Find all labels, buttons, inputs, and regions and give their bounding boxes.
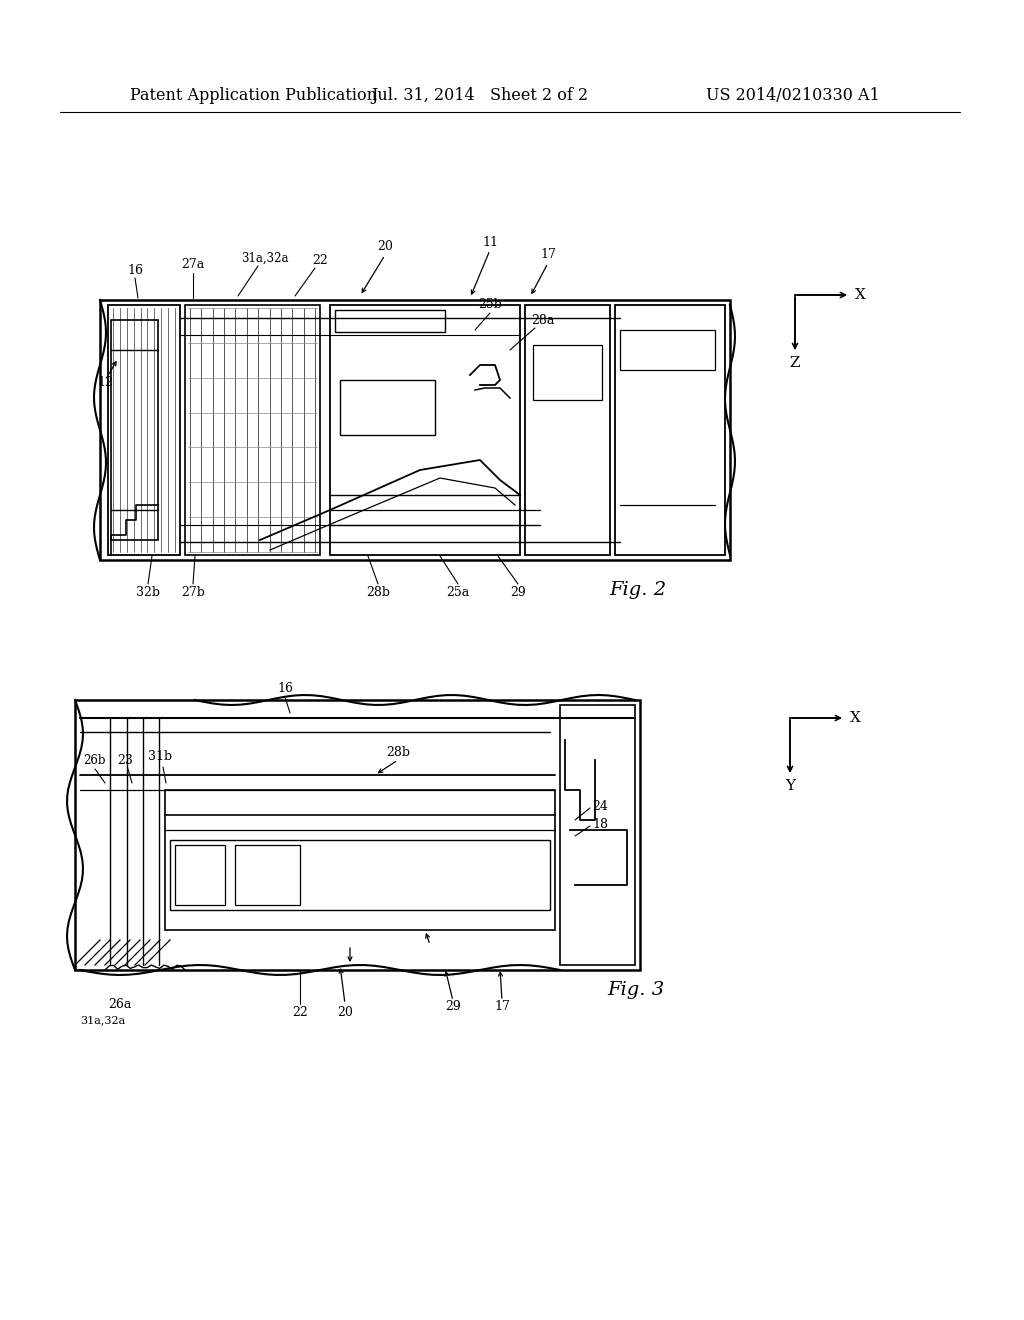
Text: Z: Z — [790, 356, 800, 370]
Bar — [615, 305, 725, 554]
Bar — [620, 330, 715, 370]
Text: 31b: 31b — [147, 751, 172, 763]
Bar — [108, 305, 180, 554]
Text: 31a,32a: 31a,32a — [242, 252, 289, 264]
Text: 24: 24 — [592, 800, 608, 813]
Text: 28b: 28b — [386, 746, 410, 759]
Text: 22: 22 — [312, 253, 328, 267]
Bar — [525, 305, 610, 554]
Text: 28a: 28a — [531, 314, 555, 326]
Bar — [330, 305, 520, 554]
Text: 25a: 25a — [446, 586, 470, 598]
Bar — [111, 319, 158, 540]
Bar — [234, 845, 300, 906]
Bar — [534, 345, 602, 400]
Text: 27a: 27a — [181, 259, 205, 272]
Bar — [185, 305, 319, 554]
Text: Jul. 31, 2014   Sheet 2 of 2: Jul. 31, 2014 Sheet 2 of 2 — [372, 87, 589, 103]
Text: Fig. 2: Fig. 2 — [609, 581, 667, 599]
Bar — [170, 840, 550, 909]
Text: 16: 16 — [127, 264, 143, 276]
Text: Patent Application Publication: Patent Application Publication — [130, 87, 377, 103]
Text: 16: 16 — [278, 681, 293, 694]
Text: 29: 29 — [445, 1001, 461, 1014]
Text: 22: 22 — [292, 1006, 308, 1019]
Bar — [340, 380, 435, 436]
Text: 11: 11 — [482, 235, 498, 248]
Bar — [175, 845, 225, 906]
Bar — [75, 700, 640, 970]
Text: Fig. 3: Fig. 3 — [607, 981, 665, 999]
Text: 12: 12 — [97, 375, 113, 388]
Text: 25b: 25b — [478, 298, 502, 312]
Text: US 2014/0210330 A1: US 2014/0210330 A1 — [707, 87, 880, 103]
Text: 26b: 26b — [83, 754, 105, 767]
Text: 32b: 32b — [136, 586, 160, 598]
Text: 28b: 28b — [366, 586, 390, 598]
Text: 27b: 27b — [181, 586, 205, 598]
Text: 20: 20 — [377, 240, 393, 253]
Text: 18: 18 — [592, 817, 608, 830]
Text: 26a: 26a — [109, 998, 132, 1011]
Bar — [335, 310, 445, 333]
Text: 17: 17 — [494, 1001, 510, 1014]
Bar — [165, 789, 555, 931]
Text: X: X — [850, 711, 860, 725]
Text: 31a,32a: 31a,32a — [80, 1015, 126, 1026]
Text: Y: Y — [785, 779, 795, 793]
Text: 29: 29 — [510, 586, 526, 598]
Text: 17: 17 — [540, 248, 556, 261]
Bar — [100, 300, 730, 560]
Text: 20: 20 — [337, 1006, 353, 1019]
Text: 23: 23 — [117, 754, 133, 767]
Text: X: X — [855, 288, 865, 302]
Bar — [560, 705, 635, 965]
